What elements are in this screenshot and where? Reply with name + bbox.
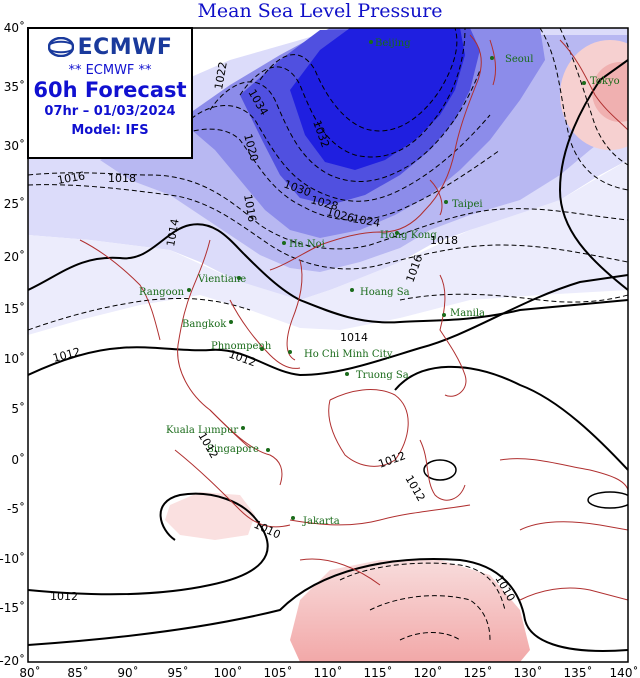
city-label-ho-chi-minh-city: Ho Chi Minh City [304,349,393,360]
lat-tick-label: 0˚ [11,452,25,467]
city-label-vientiane: Vientiane [197,274,246,285]
lon-tick-label: 95˚ [167,665,188,678]
contour-small-ring [423,459,457,481]
lat-tick-label: 30˚ [4,138,25,153]
lon-tick-label: 105˚ [264,665,293,678]
plot-frame [27,27,629,663]
forecast-label: 60h Forecast [33,78,187,102]
contour-label: 1014 [340,331,368,344]
city-label-seoul: Seoul [505,54,533,65]
logo-text: ECMWF [77,34,173,60]
pressure-band-1034 [290,28,465,170]
lat-tick-label: 10˚ [4,351,25,366]
lon-tick-label: 80˚ [19,665,40,678]
contour-label: 1012 [50,590,78,603]
forecast-info-box: ECMWF ** ECMWF ** 60h Forecast 07hr – 01… [27,27,193,159]
contour-label: 1014 [164,218,182,248]
city-markers [187,40,586,520]
lon-tick-label: 135˚ [564,665,593,678]
lat-axis: 40˚ 35˚ 30˚ 25˚ 20˚ 15˚ 10˚ 5˚ 0˚ -5˚ -1… [0,20,25,668]
ecmwf-globe-icon [47,37,74,57]
lon-tick-label: 130˚ [514,665,543,678]
city-label-taipei: Taipei [452,199,483,210]
lon-tick-label: 120˚ [414,665,443,678]
lat-tick-label: 35˚ [4,79,25,94]
contour-label: 1022 [212,61,230,91]
city-label-rangoon: Rangoon [139,287,185,298]
low-pressure-australia [290,560,530,662]
city-labels: Beijing Seoul Tokyo Taipei Hong Kong Ha … [139,38,620,527]
city-label-phnompenh: Phnompenh [211,341,272,352]
contour-label: 1016 [56,169,86,187]
contour-small-low [587,491,628,509]
city-label-kuala-lumpur: Kuala Lumpur [166,425,238,436]
city-label-singapore: Singapore [207,444,259,455]
lon-tick-label: 85˚ [67,665,88,678]
lat-tick-label: 40˚ [4,20,25,35]
contour-1010 [28,492,269,596]
map-title: Mean Sea Level Pressure [197,0,443,22]
city-label-truong-sa: Truong Sa [356,370,409,381]
lon-tick-label: 140˚ [610,665,639,678]
dashed-contours [28,28,628,641]
city-label-hong-kong: Hong Kong [380,230,437,241]
ecmwf-logo: ECMWF [29,33,191,61]
contour-label: 1024 [351,212,381,230]
contour-label: 1018 [108,172,136,185]
pressure-band-1012 [28,160,628,335]
contour-label: 1016 [241,193,259,223]
lat-tick-label: 20˚ [4,249,25,264]
lat-tick-label: -15˚ [0,600,25,615]
contour-1012-east [394,365,628,471]
low-pressure-sumatra [165,492,255,540]
valid-time-label: 07hr – 01/03/2024 [44,104,176,119]
lat-tick-label: -20˚ [0,653,25,668]
lat-tick-label: 15˚ [4,301,25,316]
city-label-manila: Manila [450,308,485,319]
city-label-ha-noi: Ha Noi [289,239,325,250]
lon-tick-label: 115˚ [364,665,393,678]
city-label-bangkok: Bangkok [182,319,227,330]
city-label-tokyo: Tokyo [590,76,620,87]
source-label: ** ECMWF ** [68,63,152,78]
lon-tick-label: 90˚ [117,665,138,678]
city-label-hoang-sa: Hoang Sa [360,287,410,298]
contour-1010-south [28,558,628,652]
city-label-beijing: Beijing [375,38,411,49]
lat-tick-label: -10˚ [0,551,25,566]
high-pressure-core [592,62,628,122]
lon-tick-label: 125˚ [464,665,493,678]
contour-1016-east [558,59,628,291]
lon-tick-label: 100˚ [214,665,243,678]
contour-1014 [28,223,628,324]
contour-1012-north [28,274,628,377]
city-label-jakarta: Jakarta [302,516,340,527]
contour-label: 1018 [430,234,458,247]
lat-tick-label: 25˚ [4,196,25,211]
lat-tick-label: 5˚ [11,401,25,416]
lon-axis: 80˚ 85˚ 90˚ 95˚ 100˚ 105˚ 110˚ 115˚ 120˚… [19,665,638,678]
model-label: Model: IFS [71,123,149,138]
lon-tick-label: 110˚ [314,665,343,678]
lat-tick-label: -5˚ [7,501,25,516]
